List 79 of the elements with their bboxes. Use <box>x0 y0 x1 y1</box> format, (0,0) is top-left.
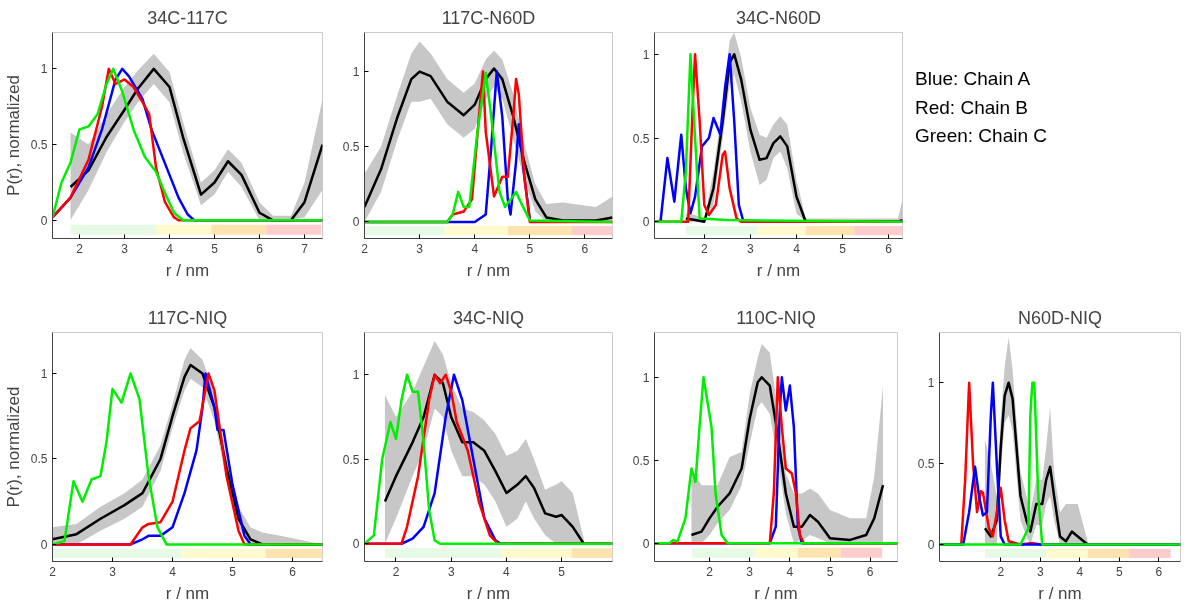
y-tick-label: 0.5 <box>30 452 48 467</box>
x-tick-label: 5 <box>826 564 834 579</box>
x-tick-label: 6 <box>1155 564 1163 579</box>
x-tick-label: 2 <box>706 564 714 579</box>
line-series <box>939 381 1181 546</box>
x-tick-label: 3 <box>121 241 129 256</box>
x-tick-label: 2 <box>700 241 708 256</box>
y-tick-label: 0 <box>352 215 360 230</box>
x-tick-label: 4 <box>786 564 794 579</box>
chart-title: 117C-NIQ <box>147 307 228 328</box>
x-tick-label: 6 <box>256 241 264 256</box>
x-tick-label: 3 <box>416 241 424 256</box>
x-axis-title: r / nm <box>754 583 798 601</box>
text: Blue: Chain A <box>915 68 1031 89</box>
chart-title: 110C-NIQ <box>736 307 816 328</box>
x-tick-label: 2 <box>997 564 1005 579</box>
line-series <box>690 376 885 542</box>
x-tick-label: 2 <box>49 564 57 579</box>
y-tick-label: 0 <box>642 536 650 551</box>
x-tick-label: 3 <box>109 564 117 579</box>
x-axis-title: r / nm <box>466 583 511 601</box>
x-tick-label: 3 <box>747 241 755 256</box>
x-tick-label: 4 <box>503 564 511 579</box>
x-axis-title: r / nm <box>1038 583 1082 601</box>
x-tick-label: 6 <box>581 241 589 256</box>
line-series <box>364 373 613 545</box>
y-axis-title: P(r), normalized <box>3 75 23 196</box>
y-tick-label: 0.5 <box>632 453 650 468</box>
x-tick-label: 3 <box>447 564 455 579</box>
x-tick-label: 5 <box>526 241 534 256</box>
y-tick-label: 0 <box>927 538 935 553</box>
y-tick-label: 0 <box>40 213 48 228</box>
y-tick-label: 1 <box>642 47 650 62</box>
x-tick-label: 3 <box>746 564 754 579</box>
text: Red: Chain B <box>915 96 1029 118</box>
x-tick-label: 6 <box>289 564 297 579</box>
x-axis-title: r / nm <box>165 260 210 280</box>
y-tick-label: 1 <box>40 62 48 77</box>
x-tick-label: 2 <box>76 241 84 256</box>
x-tick-label: 5 <box>839 241 847 256</box>
chart-title: 117C-N60D <box>441 7 536 28</box>
x-tick-label: 6 <box>866 564 874 579</box>
x-tick-label: 4 <box>169 564 177 579</box>
x-tick-label: 5 <box>1115 564 1123 579</box>
y-axis-title: P(r), normalized <box>3 386 23 508</box>
y-tick-label: 0.5 <box>632 131 650 146</box>
y-tick-label: 1 <box>40 367 48 382</box>
x-tick-label: 4 <box>166 241 174 256</box>
x-tick-label: 3 <box>1036 564 1044 579</box>
x-tick-label: 7 <box>301 241 309 256</box>
x-tick-label: 2 <box>361 241 369 256</box>
x-axis-title: r / nm <box>756 260 801 280</box>
chart-title: 34C-N60D <box>735 7 822 28</box>
y-tick-label: 0 <box>352 537 360 552</box>
x-axis-title: r / nm <box>165 583 210 601</box>
x-tick-label: 2 <box>392 564 400 579</box>
y-tick-label: 0.5 <box>342 452 360 467</box>
x-tick-label: 5 <box>211 241 219 256</box>
chart-title: 34C-117C <box>147 7 228 28</box>
x-tick-label: 4 <box>793 241 801 256</box>
y-tick-label: 1 <box>927 376 935 391</box>
y-tick-label: 0 <box>642 215 650 230</box>
y-tick-label: 0.5 <box>917 457 935 472</box>
text: Green: Chain C <box>915 125 1048 146</box>
y-tick-label: 0 <box>40 537 48 552</box>
x-tick-label: 5 <box>558 564 566 579</box>
x-axis-title: r / nm <box>466 260 511 280</box>
y-tick-label: 1 <box>352 368 360 383</box>
y-tick-label: 0.5 <box>342 140 360 155</box>
line-series <box>654 376 898 545</box>
x-tick-label: 4 <box>1076 564 1084 579</box>
y-tick-label: 0.5 <box>30 138 48 153</box>
x-tick-label: 5 <box>229 564 237 579</box>
chart-title: N60D-NIQ <box>1017 307 1103 328</box>
x-tick-label: 4 <box>471 241 479 256</box>
x-tick-label: 6 <box>885 241 893 256</box>
y-tick-label: 1 <box>352 65 360 80</box>
y-tick-label: 1 <box>642 370 650 385</box>
chart-title: 34C-NIQ <box>452 307 525 328</box>
